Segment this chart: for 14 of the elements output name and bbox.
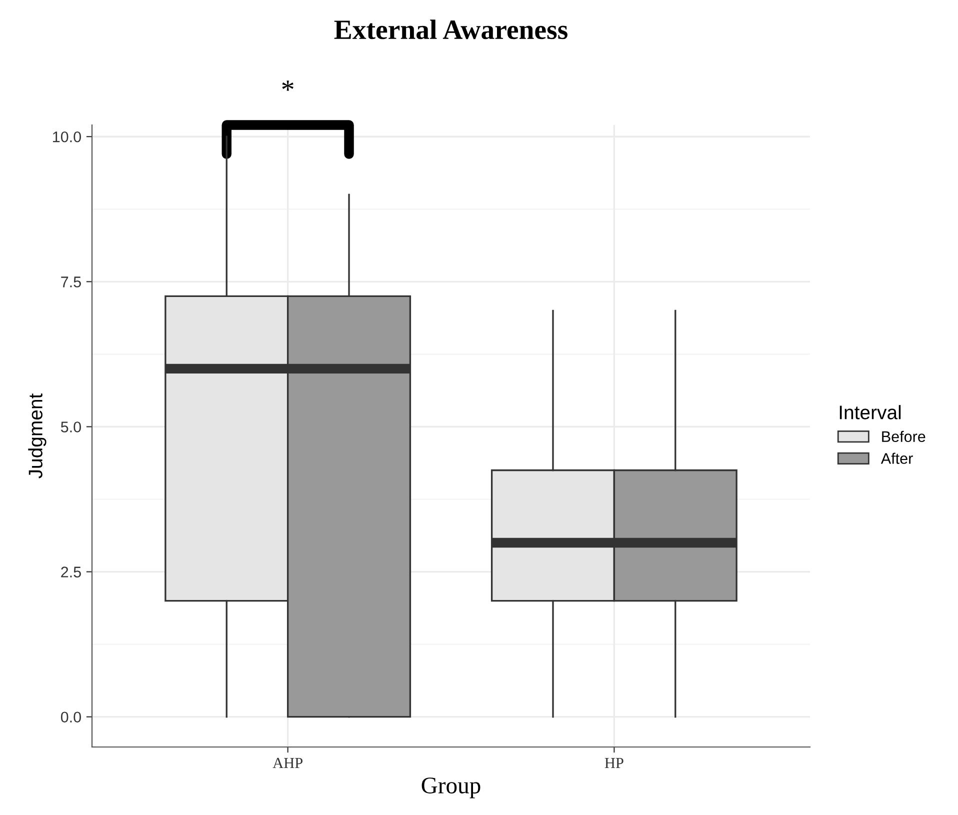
y-tick-label: 7.5 [61, 276, 81, 288]
x-axis-title: Group [422, 778, 480, 798]
x-tick-label: AHP [272, 758, 302, 768]
legend-label: Before [882, 430, 926, 442]
text: * [282, 80, 294, 91]
legend-title: Interval [840, 405, 901, 420]
x-tick-label: HP [604, 758, 624, 768]
y-tick-label: 5.0 [60, 422, 81, 432]
y-axis-title: Judgment [28, 393, 46, 478]
y-tick-label: 0.0 [60, 712, 81, 723]
chart-title: External Awareness [334, 20, 568, 40]
y-tick-label: 2.5 [61, 566, 81, 578]
legend-label: After [880, 452, 913, 464]
y-tick-label: 10.0 [53, 131, 81, 142]
